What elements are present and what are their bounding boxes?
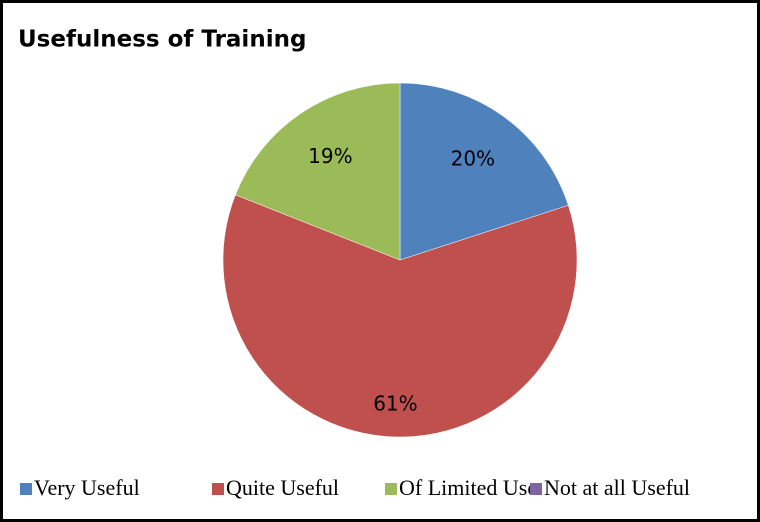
chart-title: Usefulness of Training [18, 27, 306, 53]
legend-label: Of Limited Use [399, 475, 537, 500]
data-label: 19% [308, 144, 352, 168]
legend-swatch [212, 483, 224, 495]
legend-label: Not at all Useful [544, 475, 690, 500]
data-label: 61% [373, 392, 417, 416]
data-label: 20% [451, 146, 495, 170]
pie-slice [399, 82, 569, 261]
pie-slice [235, 82, 401, 261]
legend-label: Very Useful [34, 475, 140, 500]
legend-label: Quite Useful [226, 475, 339, 500]
legend-swatch [385, 483, 397, 495]
legend-swatch [20, 483, 32, 495]
legend-swatch [530, 483, 542, 495]
pie-slice [222, 194, 578, 438]
